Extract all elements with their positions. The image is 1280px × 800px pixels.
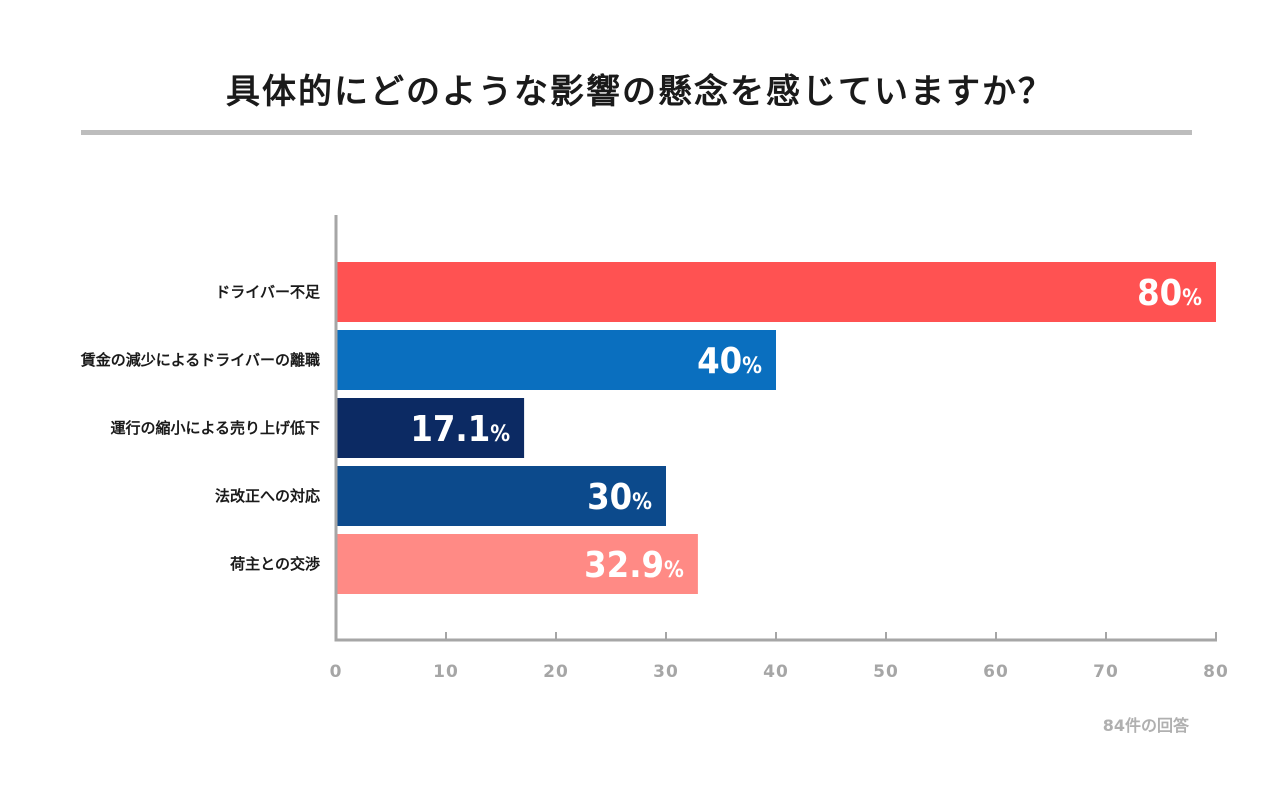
x-tick-label-20: 20 (543, 662, 569, 682)
value-label-0: 80% (1137, 273, 1202, 314)
value-label-2: 17.1% (410, 409, 510, 450)
value-label-1: 40% (697, 341, 762, 382)
x-tick-label-0: 0 (330, 662, 343, 682)
x-tick-label-60: 60 (983, 662, 1009, 682)
value-label-4: 32.9% (584, 545, 684, 586)
chart-title: 具体的にどのような影響の懸念を感じていますか？ (226, 72, 1054, 112)
bars-layer (336, 262, 1216, 594)
labels-layer: ドライバー不足 80% 賃金の減少によるドライバーの離職 40% 運行の縮小による売り上… (80, 273, 1202, 586)
x-tick-label-10: 10 (433, 662, 459, 682)
category-label-0: ドライバー不足 (215, 283, 321, 301)
response-count-note: 84件の回答 (1102, 716, 1189, 735)
category-label-4: 荷主との交渉 (230, 555, 320, 573)
x-tick-label-30: 30 (653, 662, 679, 682)
value-label-3: 30% (587, 477, 652, 518)
category-label-1: 賃金の減少によるドライバーの離職 (80, 351, 320, 369)
x-tick-label-70: 70 (1093, 662, 1119, 682)
bar-4 (336, 534, 698, 594)
x-tick-label-40: 40 (763, 662, 789, 682)
title-divider (81, 130, 1192, 135)
category-label-2: 運行の縮小による売り上げ低下 (110, 419, 320, 437)
axis-layer: 0 10 20 30 40 50 60 70 80 (330, 215, 1229, 682)
bar-3 (336, 466, 666, 526)
x-tick-label-50: 50 (873, 662, 899, 682)
x-tick-label-80: 80 (1203, 662, 1229, 682)
bar-0 (336, 262, 1216, 322)
category-label-3: 法改正への対応 (215, 487, 320, 505)
bar-1 (336, 330, 776, 390)
bar-2 (336, 398, 525, 458)
